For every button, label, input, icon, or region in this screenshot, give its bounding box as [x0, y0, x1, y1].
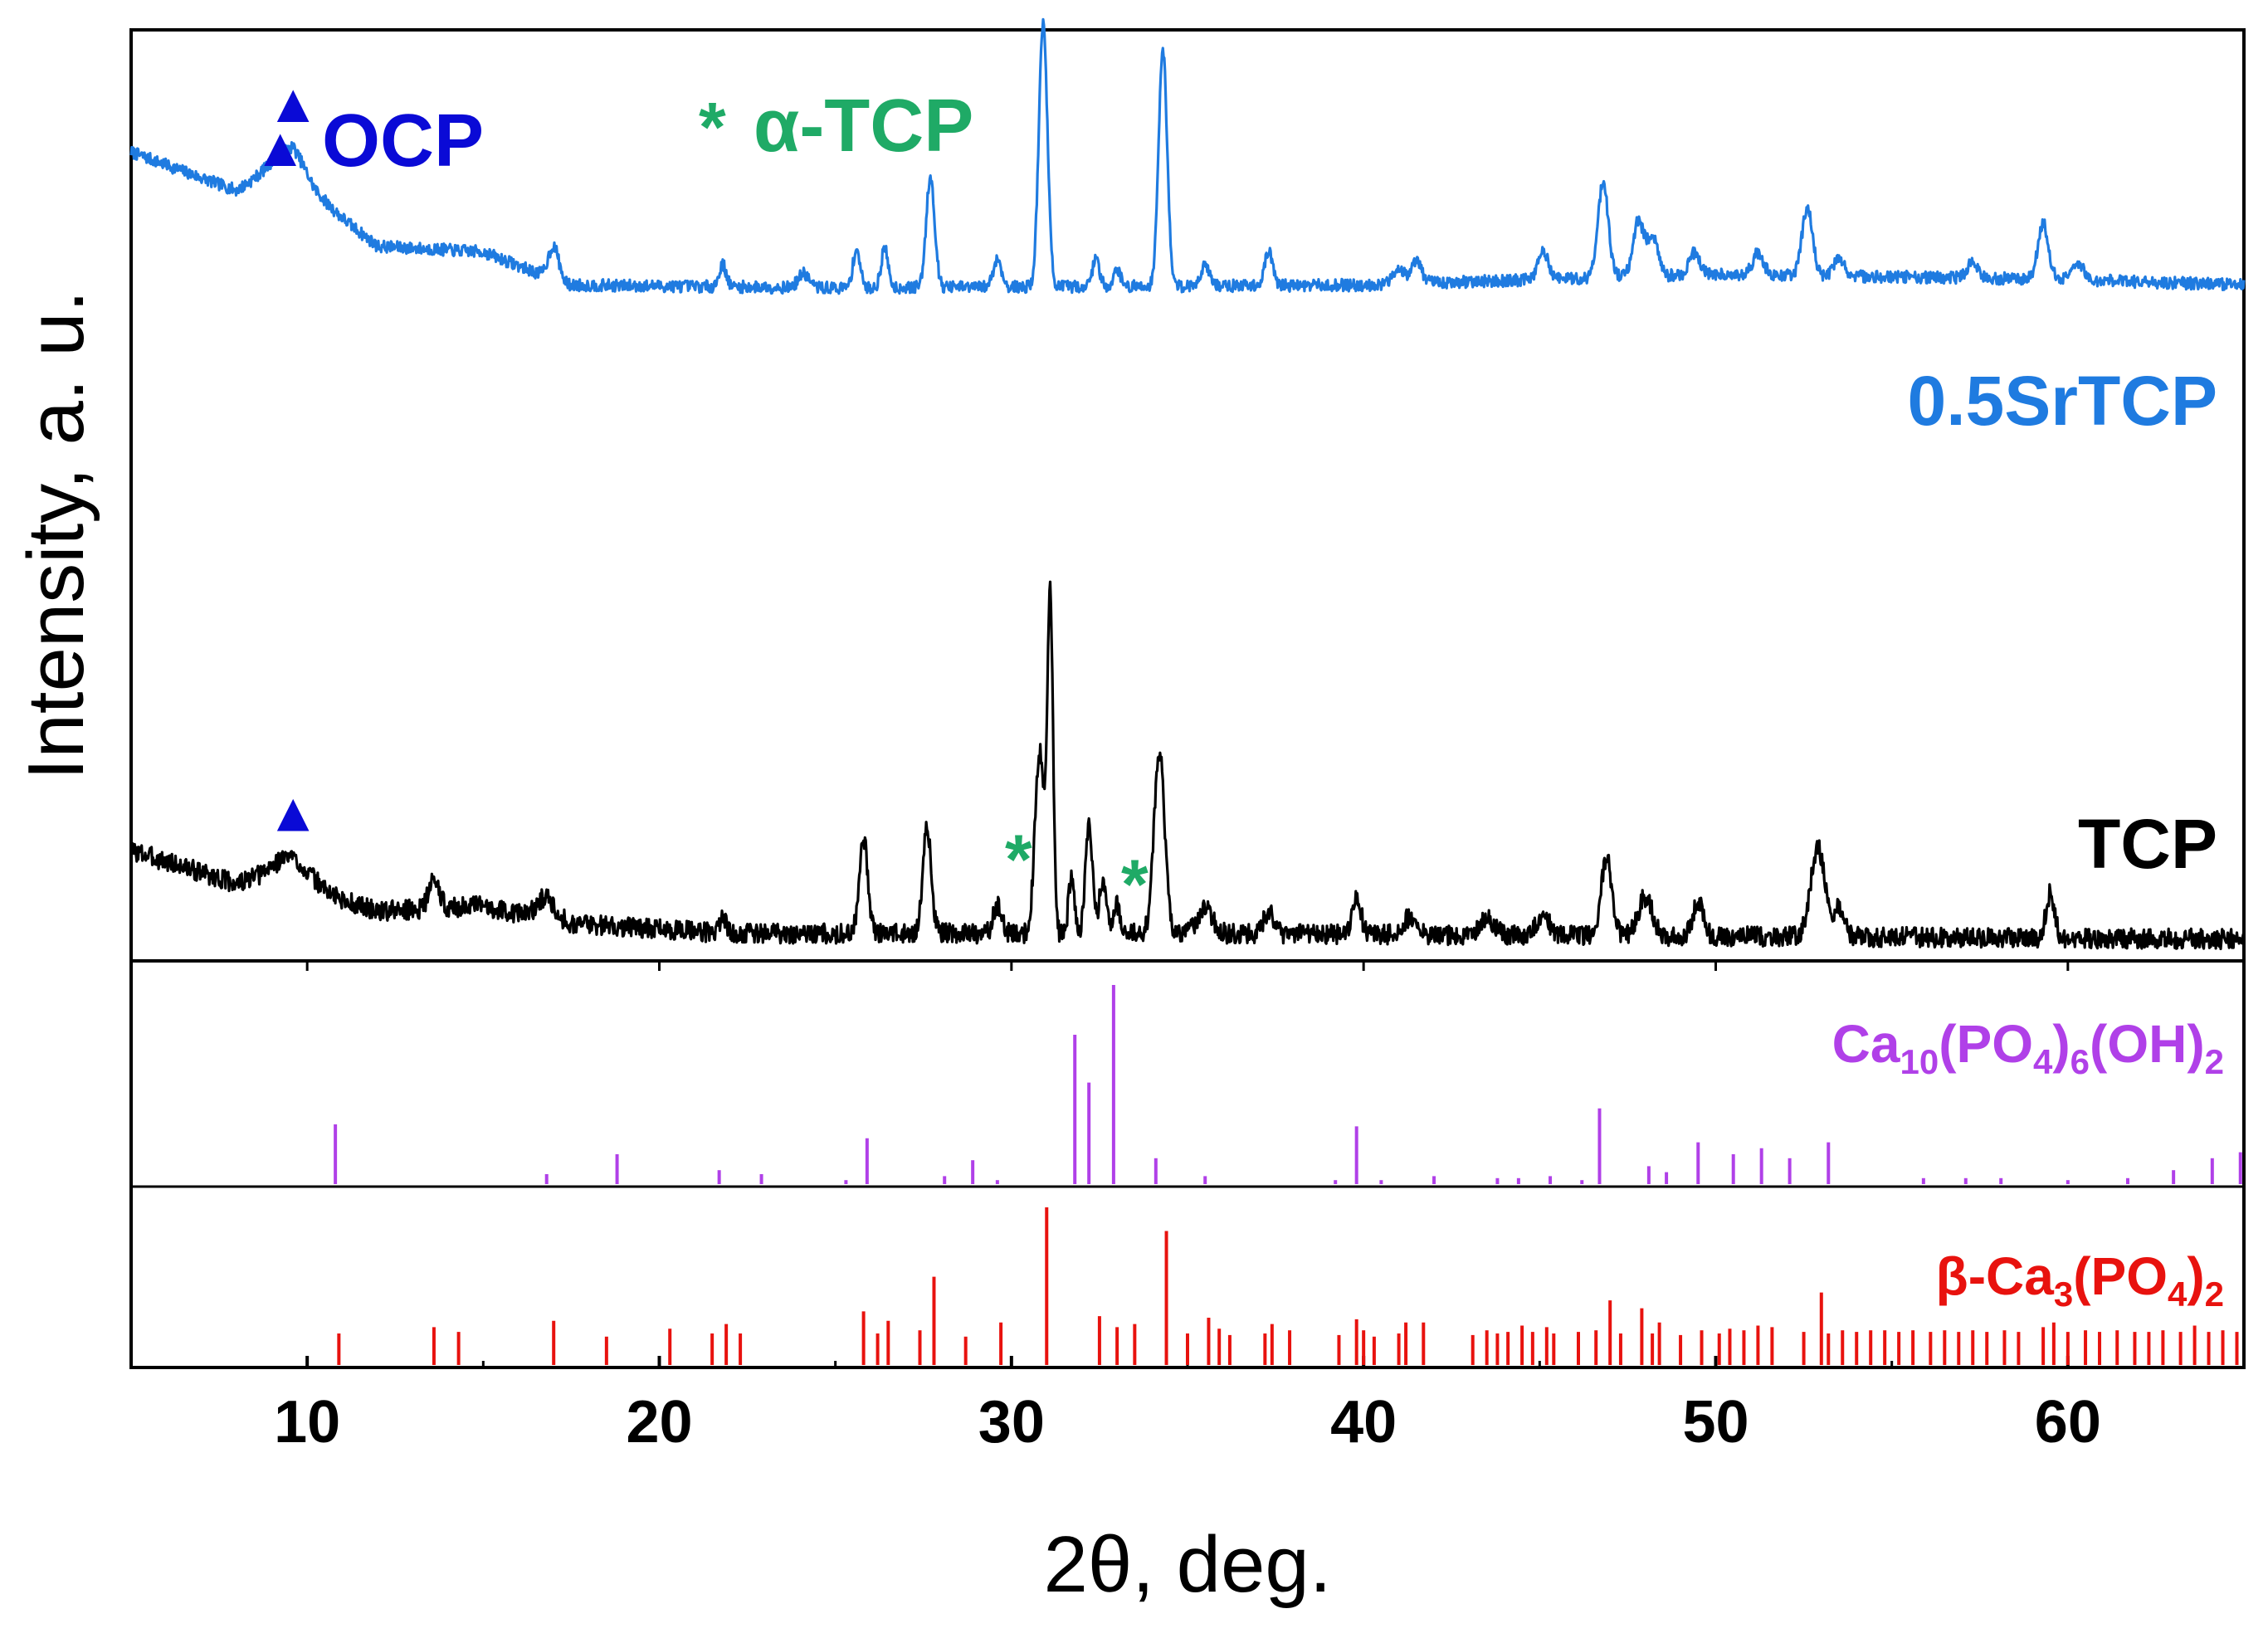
x-axis-ticks [129, 961, 2246, 1367]
legend-alpha-tcp-marker: * [699, 88, 726, 166]
phase-annotations: ▲ ▲ * * [266, 72, 1149, 923]
x-tick-label: 20 [626, 1389, 692, 1455]
series-label-0.5srtcp: 0.5SrTCP [1908, 362, 2218, 440]
x-tick-label: 10 [274, 1389, 340, 1455]
btcp-label-sub2: 4 [2168, 1275, 2188, 1314]
x-tick-label: 30 [978, 1389, 1045, 1455]
hap-label-sub3: 6 [2070, 1042, 2090, 1081]
legend-ocp-marker: ▲ [253, 116, 307, 178]
reference-label-hydroxyapatite: Ca10(PO4)6(OH)2 [1832, 1014, 2224, 1081]
x-tick-label: 50 [1682, 1389, 1749, 1455]
reference-label-beta-tcp: β-Ca3(PO4)2 [1936, 1246, 2224, 1314]
y-axis-label: Intensity, a. u. [12, 290, 100, 781]
btcp-label-sub3: 2 [2205, 1275, 2224, 1314]
trace-tcp [129, 580, 2246, 951]
hap-label-sub2: 4 [2033, 1042, 2053, 1081]
plot-frame [129, 28, 2246, 1369]
ocp-marker: ▲ [266, 781, 320, 842]
x-tick-label: 60 [2035, 1389, 2101, 1455]
legend-ocp-label: OCP [322, 100, 484, 183]
hap-label-sub1: 10 [1900, 1042, 1939, 1081]
legend-alpha-tcp-label: α-TCP [754, 85, 973, 168]
btcp-label-base: β-Ca [1936, 1246, 2055, 1306]
series-label-tcp: TCP [2078, 805, 2217, 883]
alpha-tcp-marker: * [1121, 845, 1149, 923]
btcp-label-sub1: 3 [2054, 1275, 2073, 1314]
trace-0.5srtcp [129, 17, 2246, 295]
hap-label-sub4: 2 [2205, 1042, 2224, 1081]
legend: ▲ OCP * α-TCP [253, 85, 973, 183]
diffraction-patterns [129, 17, 2246, 951]
reference-sticks [334, 985, 2242, 1365]
btcp-label-mid1: (PO [2073, 1246, 2168, 1306]
x-tick-label: 40 [1330, 1389, 1397, 1455]
btcp-label-mid2: ) [2187, 1246, 2204, 1306]
hap-label-tail: (OH) [2090, 1014, 2205, 1074]
hap-label-mid1: (PO [1939, 1014, 2033, 1074]
x-axis-label: 2θ, deg. [1044, 1520, 1332, 1609]
hap-label-mid2: ) [2052, 1014, 2070, 1074]
x-axis-tick-labels: 10 20 30 40 50 60 [274, 1389, 2101, 1455]
ocp-marker: ▲ [266, 72, 320, 134]
hap-label-base: Ca [1832, 1014, 1900, 1074]
alpha-tcp-marker: * [1005, 820, 1032, 898]
